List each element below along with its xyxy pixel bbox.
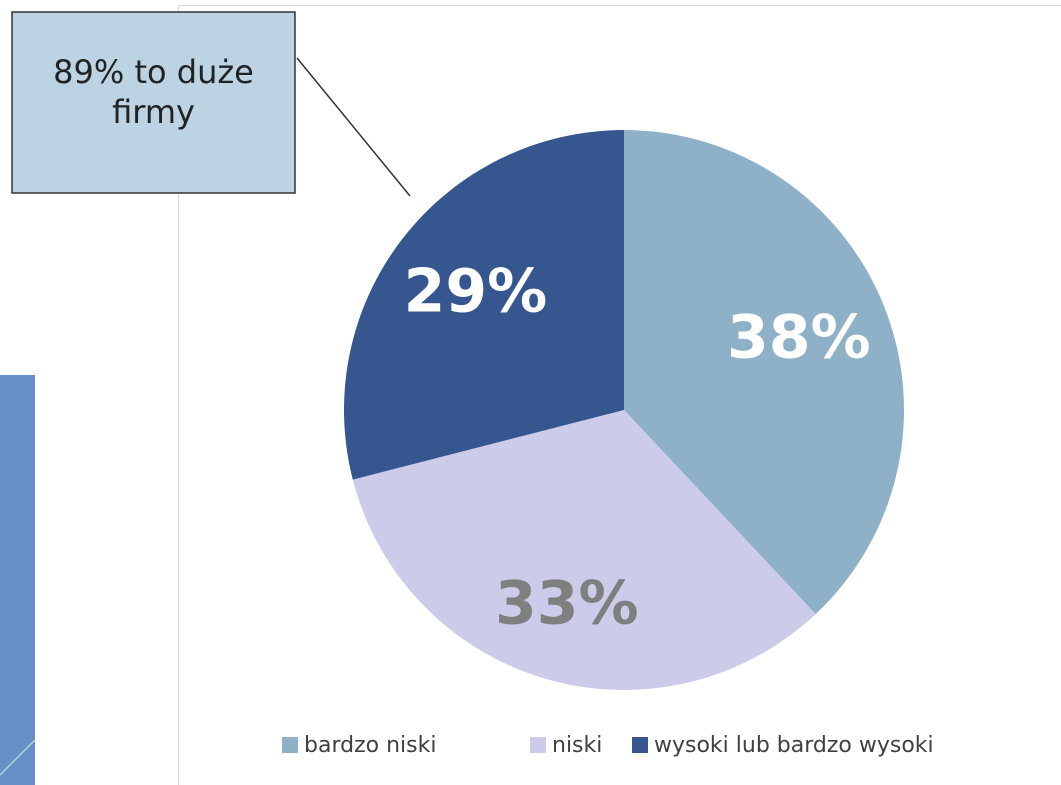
legend-swatch (632, 737, 648, 753)
legend-label: niski (552, 733, 602, 758)
side-line (0, 739, 36, 776)
pie: 38% 33% 29% (344, 130, 905, 690)
callout: 89% to duże firmy (53, 53, 254, 131)
pie-slice (624, 130, 905, 615)
legend: bardzo niski niski wysoki lub bardzo wysok… (282, 733, 934, 758)
pie-slice (352, 410, 816, 690)
legend-swatch (282, 737, 298, 753)
callout-text: 89% to duże firmy (53, 53, 254, 131)
data-label: 38% (727, 302, 871, 372)
side-panel (0, 375, 35, 785)
data-label: 33% (495, 568, 639, 638)
callout-box (11, 11, 296, 194)
data-label: 29% (404, 256, 548, 326)
callout-leader (296, 57, 411, 197)
legend-label: wysoki lub bardzo wysoki (654, 733, 934, 758)
legend-label: bardzo niski (304, 733, 436, 758)
legend-swatch (530, 737, 546, 753)
pie-slice (344, 130, 624, 480)
